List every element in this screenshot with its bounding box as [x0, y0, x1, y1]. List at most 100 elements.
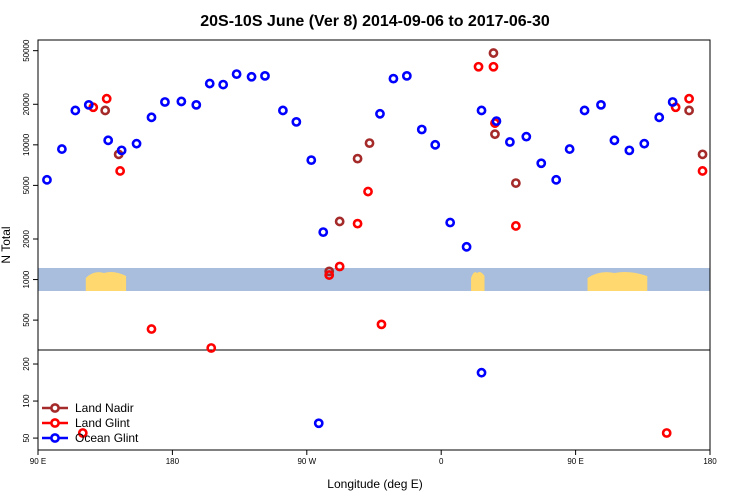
ocean-glint-point — [521, 131, 532, 142]
y-tick-label: 1000 — [22, 270, 31, 288]
ocean-glint-point — [579, 105, 590, 116]
ocean-glint-point — [461, 241, 472, 252]
y-tick-label: 500 — [22, 313, 31, 327]
ocean-glint-point — [624, 145, 635, 156]
land-glint-point — [510, 221, 521, 231]
y-tick-label: 200 — [22, 357, 31, 371]
upper-panel-frame — [37, 39, 711, 351]
lower-panel-frame — [37, 349, 711, 451]
ocean-glint-point — [116, 145, 127, 156]
ocean-glint-point — [491, 116, 502, 127]
land-glint-point — [206, 343, 217, 353]
ocean-glint-point — [388, 73, 399, 84]
ocean-glint-point — [146, 112, 157, 123]
land-glint-point — [334, 261, 345, 272]
y-axis-ticks: 500 1000 2000 5000 10000 20000 50000 50 100 200 — [22, 39, 38, 443]
legend-marker — [50, 403, 60, 413]
ocean-glint-point — [291, 116, 302, 127]
ocean-glint-point — [42, 174, 52, 185]
ocean-glint-point — [176, 96, 187, 107]
ocean-glint-point — [204, 78, 215, 89]
ocean-glint-point — [416, 124, 427, 135]
legend-marker — [50, 418, 60, 428]
ocean-glint-point — [401, 70, 412, 81]
ocean-glint-point — [375, 108, 385, 119]
land-nadir-point — [697, 149, 708, 160]
y-axis-title: N Total — [0, 226, 13, 263]
land-nadir-point — [334, 216, 345, 227]
ocean-glint-point — [218, 79, 229, 90]
land-glint-point — [324, 270, 335, 280]
x-axis-ticks: 90 E 180 90 W 0 90 E 180 — [30, 450, 717, 466]
ocean-glint-point — [639, 138, 650, 149]
ocean-glint-point — [191, 99, 202, 110]
land-nadir-point — [488, 48, 499, 58]
ocean-glint-point — [70, 105, 81, 116]
chart-title: 20S-10S June (Ver 8) 2014-09-06 to 2017-… — [200, 13, 550, 30]
ocean-glint-point — [278, 105, 288, 116]
y-tick-label: 20000 — [22, 93, 31, 116]
land-glint-point — [376, 319, 387, 330]
ocean-glint-point — [313, 418, 324, 429]
land-glint-point — [352, 218, 363, 229]
ocean-glint-point — [103, 135, 114, 146]
plot-frames — [37, 39, 711, 451]
x-axis-title: Longitude (deg E) — [327, 477, 422, 491]
land-glint-point — [101, 93, 112, 104]
x-tick-label: 180 — [703, 457, 717, 466]
map-strip-land — [587, 272, 648, 291]
ocean-glint-point — [609, 135, 620, 146]
ocean-glint-point — [504, 137, 515, 147]
map-strip-land — [85, 272, 127, 291]
map-strip-ocean — [38, 268, 710, 291]
land-glint-point — [661, 428, 672, 438]
legend-label: Ocean Glint — [75, 431, 139, 445]
data-points — [42, 48, 708, 438]
ocean-glint-point — [430, 139, 441, 150]
ocean-glint-point — [476, 367, 487, 378]
ocean-glint-point — [445, 217, 456, 228]
legend-label: Land Glint — [75, 416, 130, 430]
map-strip — [38, 268, 710, 291]
land-glint-point — [363, 186, 373, 197]
land-glint-point — [115, 166, 126, 176]
x-tick-label: 90 E — [567, 457, 583, 466]
ocean-glint-point — [246, 71, 257, 82]
land-glint-point — [77, 428, 88, 438]
ocean-glint-point — [231, 69, 242, 79]
land-nadir-point — [684, 105, 694, 116]
legend-marker — [50, 433, 60, 443]
land-nadir-point — [352, 153, 363, 164]
land-glint-point — [684, 93, 694, 104]
y-tick-label: 2000 — [22, 230, 31, 248]
ocean-glint-point — [160, 97, 170, 107]
ocean-glint-point — [476, 105, 487, 116]
y-tick-label: 10000 — [22, 133, 31, 156]
legend-label: Land Nadir — [75, 401, 134, 415]
x-tick-label: 90 E — [30, 457, 46, 466]
land-nadir-point — [100, 105, 111, 116]
land-nadir-point — [324, 266, 335, 277]
ocean-glint-point — [654, 112, 665, 123]
ocean-glint-point — [56, 144, 67, 154]
ocean-glint-point — [306, 155, 317, 166]
land-nadir-point — [490, 129, 500, 140]
ocean-glint-point — [564, 144, 575, 154]
ocean-glint-point — [596, 99, 606, 110]
ocean-glint-point — [318, 227, 329, 238]
ocean-glint-point — [667, 97, 678, 107]
y-tick-label: 100 — [22, 394, 31, 408]
land-glint-point — [697, 166, 708, 176]
ocean-glint-point — [536, 158, 547, 169]
y-tick-label: 5000 — [22, 176, 31, 194]
map-strip-land — [471, 272, 485, 291]
land-nadir-point — [364, 138, 375, 149]
land-glint-point — [473, 61, 484, 72]
land-glint-point — [146, 324, 157, 334]
x-tick-label: 90 W — [297, 457, 316, 466]
y-tick-label: 50000 — [22, 39, 31, 62]
ocean-glint-point — [83, 99, 94, 110]
ocean-glint-point — [551, 174, 562, 185]
